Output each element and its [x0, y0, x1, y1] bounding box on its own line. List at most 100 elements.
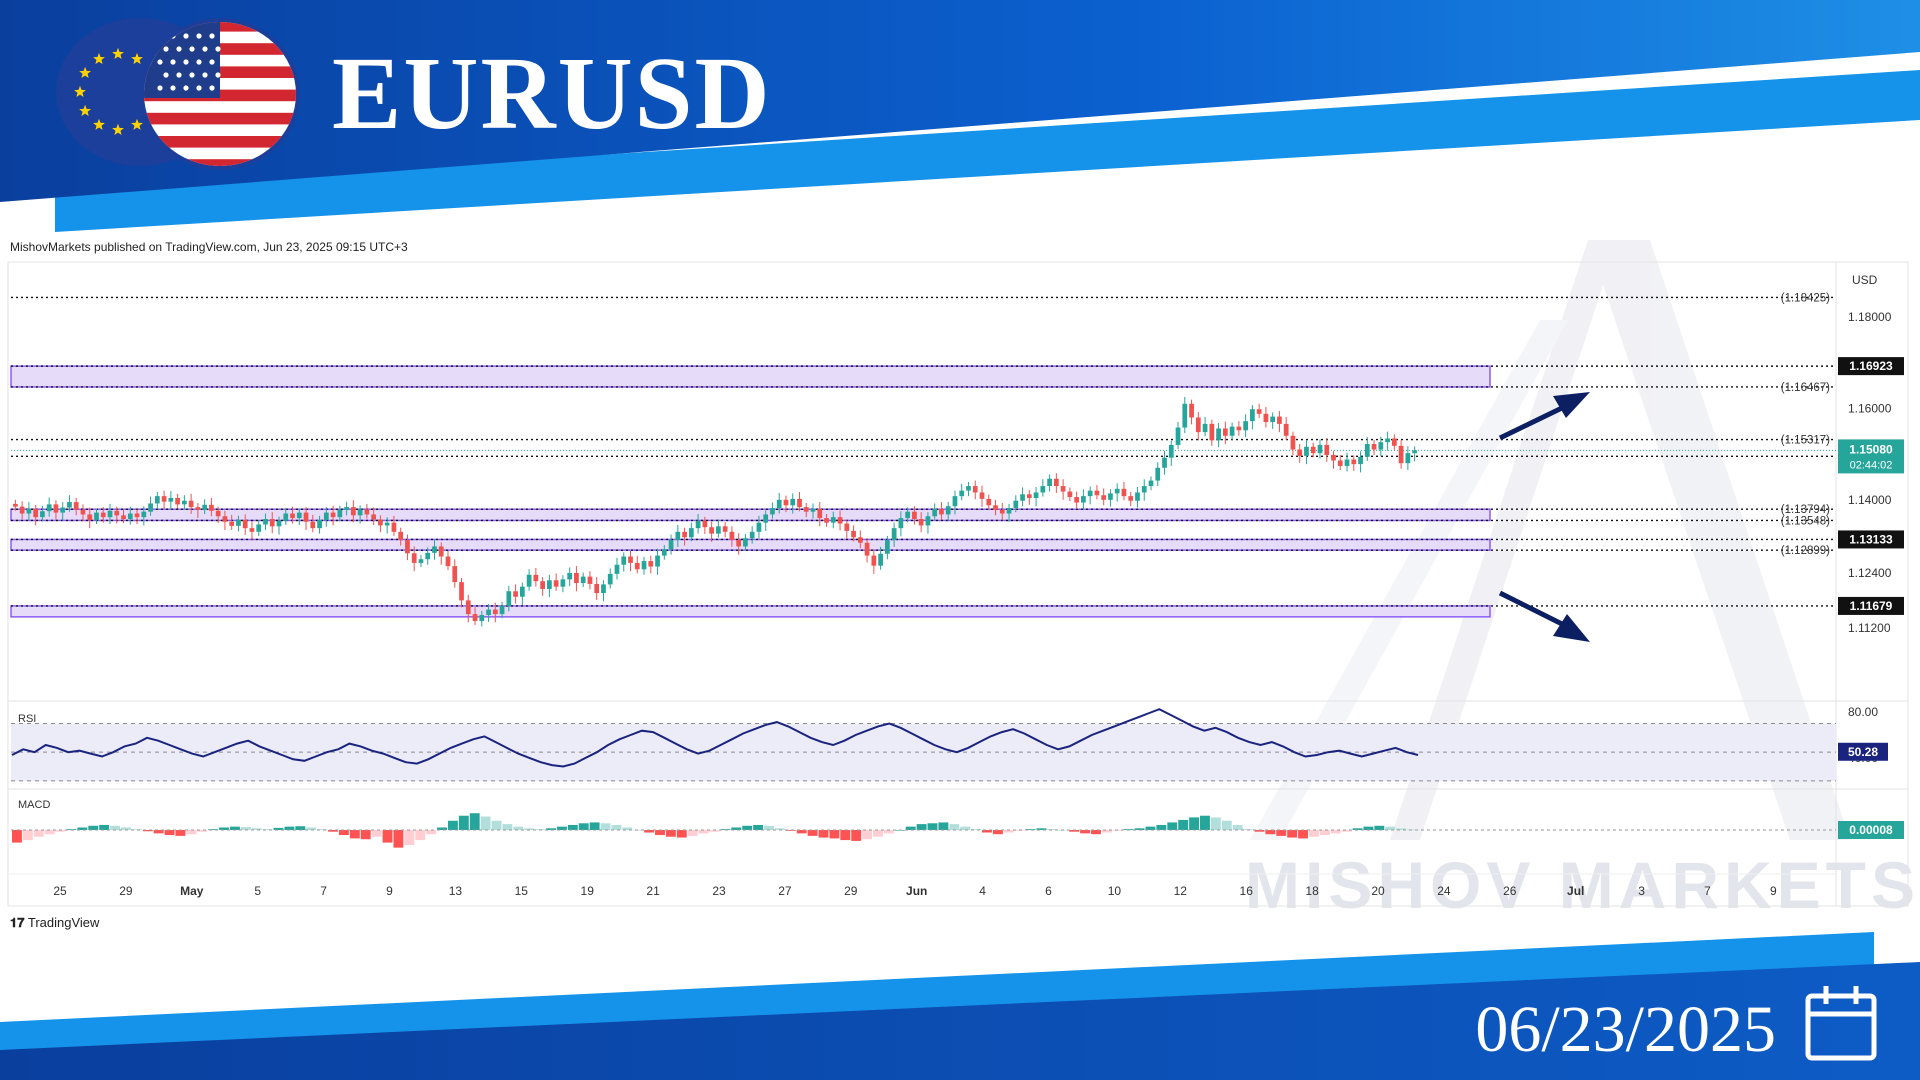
- macd-bar: [338, 830, 349, 836]
- candle-body: [148, 503, 153, 512]
- x-tick-label: 20: [1371, 884, 1385, 898]
- candle-body: [891, 528, 897, 541]
- x-tick-label: 24: [1437, 884, 1451, 898]
- candle-body: [1310, 446, 1316, 454]
- candle-body: [1006, 508, 1012, 514]
- candle-body: [229, 521, 235, 526]
- candle-body: [1114, 488, 1120, 494]
- candle-body: [418, 559, 424, 563]
- macd-bar: [164, 830, 175, 836]
- macd-bar: [1309, 830, 1319, 837]
- us-stripe: [144, 112, 296, 125]
- eu-star: [79, 104, 91, 116]
- eu-star: [112, 123, 124, 135]
- candle-body: [1135, 492, 1140, 501]
- candle-body: [1216, 428, 1221, 441]
- macd-bar: [219, 827, 229, 830]
- candle-body: [952, 496, 958, 507]
- candle-body: [668, 540, 674, 550]
- candle-body: [1108, 493, 1113, 500]
- candle-body: [837, 517, 843, 524]
- level-tag: [1838, 596, 1904, 615]
- candle-body: [709, 527, 714, 534]
- candle-body: [905, 511, 911, 519]
- bottom-banner: [0, 962, 1920, 1080]
- candle-body: [33, 508, 39, 518]
- x-tick-label: 26: [1503, 884, 1517, 898]
- candle-body: [763, 514, 769, 523]
- current-price-tag: [1838, 439, 1904, 474]
- candle-body: [688, 528, 694, 538]
- macd-bar: [556, 826, 567, 830]
- macd-current-label: 0.00008: [1849, 823, 1893, 837]
- macd-label: MACD: [18, 799, 50, 811]
- macd-bar: [774, 828, 785, 830]
- candle-body: [1121, 488, 1127, 497]
- candle-body: [614, 564, 620, 574]
- candle-body: [966, 486, 971, 491]
- macd-bar: [665, 830, 676, 837]
- macd-bar: [1341, 830, 1352, 832]
- rsi-current-tag: [1838, 742, 1888, 761]
- candle-body: [912, 511, 917, 519]
- candle-body: [567, 572, 573, 580]
- candle-body: [452, 566, 458, 583]
- macd-bar: [469, 813, 480, 830]
- macd-bar: [404, 830, 415, 846]
- tradingview-label: TradingView: [27, 915, 100, 930]
- candle-body: [540, 581, 545, 589]
- candle-body: [1324, 444, 1330, 455]
- candle-body: [1229, 426, 1235, 436]
- us-star: [163, 46, 169, 52]
- candle-body: [851, 530, 856, 538]
- candle-body: [249, 528, 255, 532]
- macd-bar: [284, 826, 295, 830]
- macd-bar: [851, 830, 862, 841]
- candle-body: [864, 542, 870, 556]
- us-star: [209, 33, 215, 39]
- published-note: MishovMarkets published on TradingView.c…: [10, 240, 408, 254]
- macd-bar: [567, 824, 578, 830]
- x-tick-label: 19: [581, 884, 595, 898]
- candle-body: [19, 506, 25, 514]
- candle-body: [634, 562, 640, 570]
- macd-bar: [1363, 826, 1374, 830]
- eu-star: [93, 52, 105, 65]
- macd-bar: [360, 830, 371, 840]
- candle-body: [378, 519, 383, 526]
- candle-body: [1364, 444, 1370, 457]
- macd-bar: [55, 830, 66, 832]
- us-star: [202, 46, 208, 52]
- candle-body: [1222, 428, 1228, 436]
- candle-body: [871, 555, 877, 566]
- candle-body: [323, 512, 329, 520]
- candle-body: [716, 526, 721, 534]
- macd-bar: [44, 830, 55, 835]
- x-tick-label: 21: [646, 884, 660, 898]
- level-tag: [1838, 357, 1904, 376]
- macd-bar: [1298, 830, 1309, 839]
- candle-body: [222, 516, 228, 522]
- us-star: [209, 59, 215, 65]
- candle-body: [317, 519, 322, 529]
- candle-body: [601, 584, 606, 594]
- candle-body: [999, 509, 1005, 514]
- macd-bar: [764, 825, 774, 830]
- x-tick-label: May: [180, 884, 204, 898]
- macd-bar: [273, 827, 284, 830]
- macd-bar: [12, 830, 22, 843]
- us-star: [196, 85, 202, 91]
- macd-bar: [491, 820, 502, 830]
- candle-body: [641, 561, 647, 570]
- macd-bar: [633, 830, 644, 831]
- candle-body: [1047, 478, 1052, 487]
- candle-body: [574, 572, 579, 584]
- candle-body: [1331, 454, 1336, 461]
- candle-body: [175, 497, 180, 505]
- macd-bar: [1134, 828, 1145, 830]
- x-tick-label: 29: [119, 884, 133, 898]
- macd-bar: [949, 824, 960, 830]
- us-star: [183, 85, 189, 91]
- candle-body: [330, 512, 336, 518]
